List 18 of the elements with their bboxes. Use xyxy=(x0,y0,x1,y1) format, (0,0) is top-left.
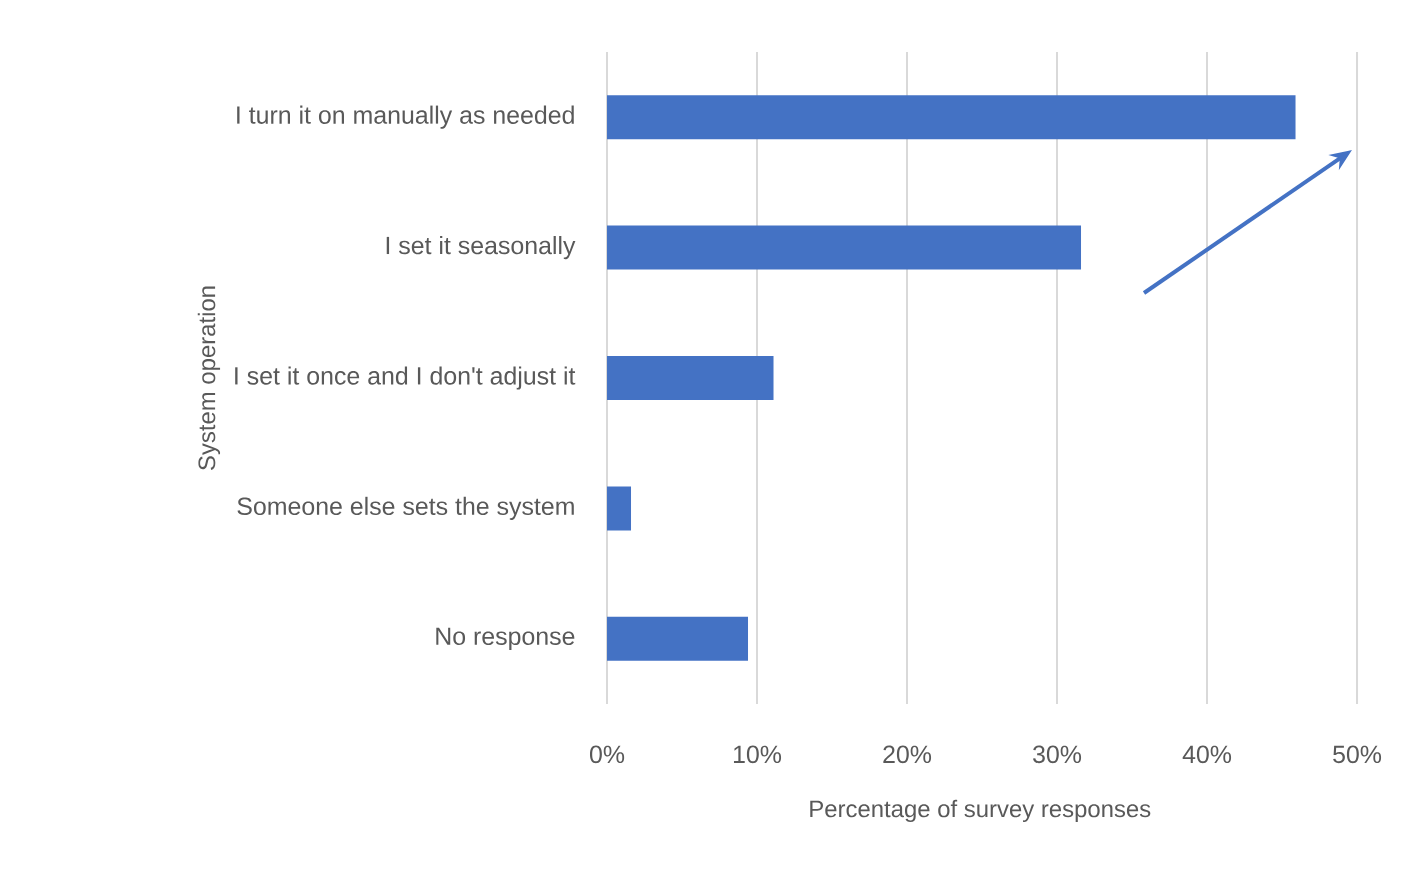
x-tick-label: 40% xyxy=(1182,745,1232,764)
x-tick-label: 0% xyxy=(589,745,625,764)
bar xyxy=(607,616,749,661)
x-tick-label: 10% xyxy=(733,745,782,764)
bar xyxy=(607,95,1296,140)
bar xyxy=(607,225,1082,270)
x-tick-label: 20% xyxy=(883,745,932,764)
y-tick-label: No response xyxy=(436,627,575,650)
x-tick-label: 30% xyxy=(1033,745,1082,764)
y-axis-title: System operation xyxy=(197,286,221,470)
bar xyxy=(607,486,632,531)
bar xyxy=(607,356,774,400)
y-tick-label: I set it seasonally xyxy=(386,235,576,260)
y-tick-label: I set it once and I don't adjust it xyxy=(235,366,576,390)
y-tick-label: I turn it on manually as needed xyxy=(237,105,574,129)
x-tick-label: 50% xyxy=(1333,745,1382,764)
y-tick-label: Someone else sets the system xyxy=(237,496,574,521)
x-axis-title: Percentage of survey responses xyxy=(810,799,1151,823)
